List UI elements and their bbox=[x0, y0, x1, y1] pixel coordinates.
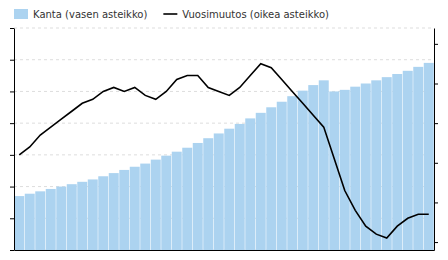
tick bbox=[434, 44, 438, 45]
bars bbox=[14, 63, 433, 250]
tick bbox=[434, 242, 438, 243]
tick bbox=[10, 60, 14, 61]
tick bbox=[434, 84, 438, 85]
bar bbox=[98, 176, 108, 250]
tick-mark bbox=[434, 163, 438, 164]
tick-mark bbox=[434, 202, 438, 203]
legend-label: Vuosimuutos (oikea asteikko) bbox=[182, 9, 329, 20]
bar bbox=[119, 170, 129, 250]
line bbox=[19, 64, 429, 238]
bar bbox=[382, 77, 392, 250]
tick bbox=[10, 28, 14, 29]
bar bbox=[161, 156, 171, 250]
axis bbox=[434, 29, 438, 251]
bar bbox=[140, 164, 150, 250]
grid-line bbox=[14, 186, 434, 187]
axis bbox=[15, 250, 435, 251]
plot bbox=[10, 28, 438, 251]
tick-mark bbox=[10, 28, 14, 29]
bar bbox=[56, 187, 66, 250]
legend-label: Kanta (vasen asteikko) bbox=[33, 9, 147, 20]
bar bbox=[340, 90, 350, 250]
tick bbox=[10, 250, 14, 251]
bar bbox=[256, 113, 266, 250]
legend-item: Vuosimuutos (oikea asteikko) bbox=[163, 9, 329, 20]
bar bbox=[371, 80, 381, 250]
bar bbox=[109, 173, 119, 250]
chart: Kanta (vasen asteikko) Vuosimuutos (oikea… bbox=[0, 0, 448, 260]
tick-mark bbox=[10, 250, 14, 251]
grid-line bbox=[14, 28, 434, 29]
tick bbox=[434, 202, 438, 203]
bar bbox=[35, 191, 45, 250]
bar bbox=[413, 67, 423, 250]
bar bbox=[350, 87, 360, 250]
bar bbox=[298, 91, 308, 250]
grid-line bbox=[14, 59, 434, 60]
bar bbox=[308, 85, 318, 250]
bar bbox=[193, 143, 203, 250]
bar bbox=[214, 133, 224, 250]
bar bbox=[130, 167, 140, 250]
marks bbox=[14, 63, 433, 250]
bar bbox=[203, 138, 213, 250]
tick bbox=[434, 163, 438, 164]
tick-mark bbox=[434, 123, 438, 124]
grid-line bbox=[14, 154, 434, 155]
bar bbox=[67, 184, 77, 250]
grid-line bbox=[14, 218, 434, 219]
bar bbox=[14, 196, 24, 250]
tick-mark bbox=[434, 84, 438, 85]
tick-mark bbox=[10, 60, 14, 61]
bar bbox=[172, 152, 182, 250]
tick-mark bbox=[434, 44, 438, 45]
bar bbox=[403, 71, 413, 250]
tick-mark bbox=[10, 91, 14, 92]
bar bbox=[182, 148, 192, 250]
bar bbox=[424, 63, 434, 250]
grid bbox=[14, 28, 434, 250]
bar bbox=[266, 107, 276, 250]
tick bbox=[10, 218, 14, 219]
tick bbox=[434, 123, 438, 124]
tick-mark bbox=[10, 187, 14, 188]
legend-swatch bbox=[163, 13, 177, 15]
bar bbox=[151, 160, 161, 250]
bar bbox=[277, 102, 287, 250]
grid-line bbox=[14, 123, 434, 124]
bar bbox=[287, 96, 297, 250]
tick-mark bbox=[10, 123, 14, 124]
axis-line bbox=[15, 250, 435, 251]
grid-line bbox=[14, 250, 434, 251]
tick bbox=[10, 155, 14, 156]
bar bbox=[224, 129, 234, 250]
grid-line bbox=[14, 91, 434, 92]
tick-mark bbox=[434, 242, 438, 243]
axis bbox=[10, 29, 15, 251]
bar bbox=[25, 194, 35, 250]
legend-swatch bbox=[14, 9, 28, 19]
tick bbox=[10, 91, 14, 92]
legend-item: Kanta (vasen asteikko) bbox=[14, 9, 147, 20]
bar bbox=[46, 189, 56, 250]
tick bbox=[10, 187, 14, 188]
bar bbox=[88, 179, 98, 250]
tick-mark bbox=[10, 155, 14, 156]
legend: Kanta (vasen asteikko) Vuosimuutos (oikea… bbox=[14, 9, 329, 20]
bar bbox=[319, 80, 329, 250]
tick bbox=[10, 123, 14, 124]
bar bbox=[77, 182, 87, 250]
bar bbox=[245, 118, 255, 250]
bar bbox=[235, 124, 245, 250]
axis-line bbox=[14, 29, 15, 251]
tick-mark bbox=[10, 218, 14, 219]
axis-line bbox=[434, 29, 435, 251]
